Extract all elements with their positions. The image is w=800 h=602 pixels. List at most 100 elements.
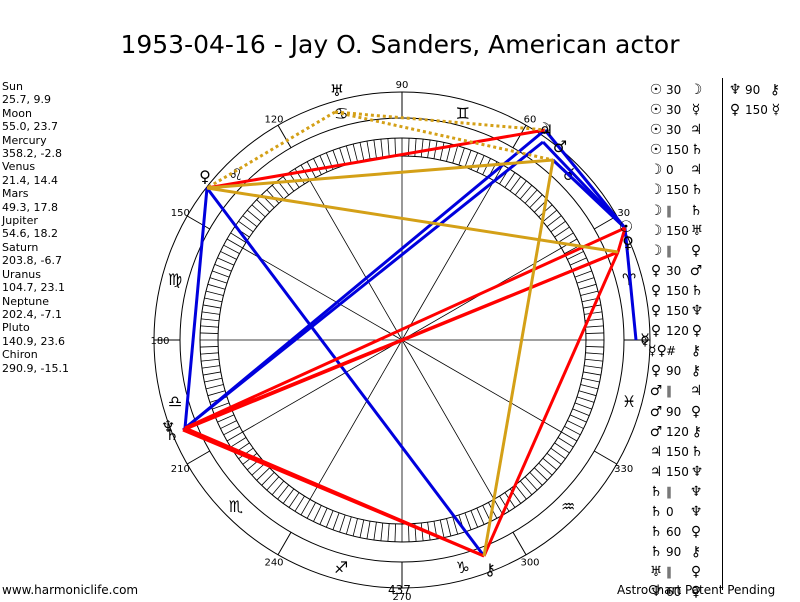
degree-tick: [339, 147, 346, 166]
degree-tick: [366, 521, 371, 540]
aspect-type: 150: [666, 183, 689, 198]
degree-tick: [373, 139, 377, 158]
planet-name: Venus: [2, 160, 36, 174]
degree-tick: [514, 180, 527, 196]
aspect-line: [183, 187, 209, 429]
aspect-planet-2: ♆: [690, 463, 704, 480]
degree-tick: [200, 346, 219, 348]
zodiac-sign-icon: ♍: [168, 270, 182, 289]
zodiac-sign-icon: ♏: [229, 497, 243, 516]
aspect-type: 0: [666, 163, 674, 178]
aspect-planet-1: ♆: [649, 584, 663, 601]
aspect-line: [543, 129, 627, 229]
aspect-planet-1: ☉: [649, 122, 663, 139]
degree-tick: [569, 414, 587, 423]
planet-name: Moon: [2, 106, 32, 120]
aspect-planet-2: ♃: [689, 383, 703, 400]
aspect-planet-1: ☽: [649, 222, 663, 239]
degree-tick: [439, 519, 445, 538]
degree-tick: [366, 140, 371, 159]
degree-label: 210: [171, 464, 190, 475]
aspect-line: [184, 226, 626, 430]
aspect-row: ☿♀# ⚷: [648, 341, 705, 361]
aspect-line-minor: [206, 110, 336, 190]
degree-label: 180: [150, 336, 169, 347]
aspect-planet-2: ⚷: [769, 82, 781, 98]
footer-website[interactable]: www.harmoniclife.com: [2, 583, 139, 597]
planet-value: 202.4, -7.1: [2, 307, 62, 321]
aspect-type: 150: [666, 223, 689, 238]
degree-tick: [300, 499, 311, 516]
neptune-icon: ♆: [161, 417, 175, 436]
degree-tick: [452, 145, 459, 164]
degree-tick: [352, 143, 358, 162]
degree-tick: [294, 495, 305, 512]
degree-tick: [387, 523, 390, 542]
degree-label: 90: [396, 80, 409, 91]
aspect-planet-2: ♄: [690, 142, 704, 159]
aspect-line: [205, 187, 486, 557]
aspect-planet-1: ☉: [649, 102, 663, 119]
aspect-type: 120: [666, 424, 689, 439]
aspect-type: 30: [666, 103, 682, 118]
degree-tick: [212, 402, 230, 410]
aspect-planet-2: ♅: [690, 222, 704, 239]
sign-divider: [277, 124, 292, 148]
aspect-type: 30: [666, 263, 682, 278]
degree-tick: [220, 420, 237, 429]
degree-tick: [514, 484, 527, 500]
degree-tick: [251, 204, 266, 218]
aspect-row: ☽ ∥ ♀: [648, 241, 705, 261]
aspect-line: [206, 158, 554, 190]
aspect-planet-1: ♀: [729, 102, 741, 119]
aspect-row: ☽ 0 ♃: [648, 160, 705, 180]
aspect-row: ☉ 30 ☿: [648, 100, 705, 120]
aspect-type: 90: [666, 545, 682, 560]
planet-name: Neptune: [2, 294, 50, 308]
aspect-row: ♅ ∥ ♀: [648, 562, 705, 582]
aspect-planet-2: ⚷: [690, 343, 702, 360]
aspect-line: [482, 251, 620, 557]
planet-value: 21.4, 14.4: [2, 173, 58, 187]
degree-tick: [373, 522, 377, 541]
aspect-planet-1: ♃: [649, 443, 663, 460]
planet-name: Mercury: [2, 133, 47, 147]
aspect-row: ♂ 90 ♀: [648, 402, 705, 422]
degree-tick: [554, 442, 570, 454]
degree-tick: [580, 384, 599, 390]
aspect-planet-2: ⚷: [690, 544, 702, 561]
degree-tick: [266, 189, 280, 204]
degree-tick: [476, 507, 485, 525]
degree-tick: [313, 505, 322, 522]
planet-name: Sun: [2, 80, 23, 93]
sun-icon: ☉: [619, 217, 633, 236]
aspect-row: ♀ 150 ☿: [727, 100, 784, 120]
degree-tick: [266, 476, 280, 491]
aspect-row: ♂ ∥ ♃: [648, 381, 705, 401]
degree-tick: [584, 358, 603, 362]
aspect-column-divider: [722, 78, 723, 590]
degree-tick: [561, 431, 578, 442]
aspect-type: 90: [745, 83, 761, 97]
aspect-row: ♃ 150 ♆: [648, 462, 705, 482]
degree-tick: [204, 377, 223, 383]
degree-tick: [458, 147, 465, 166]
aspect-row: ☉ 30 ♃: [648, 120, 705, 140]
planet-value: 104.7, 23.1: [2, 281, 65, 295]
degree-tick: [261, 472, 275, 486]
aspect-row: ☉ 30 ☽: [648, 80, 705, 100]
degree-tick: [339, 514, 346, 533]
degree-tick: [557, 437, 574, 448]
aspect-planet-1: ♂: [649, 423, 663, 440]
aspect-planet-1: ☉: [649, 82, 663, 98]
degree-tick: [282, 176, 295, 192]
aspect-type: #: [666, 344, 677, 359]
degree-tick: [580, 290, 599, 296]
planet-value: 49.3, 17.8: [2, 200, 58, 214]
degree-tick: [584, 311, 603, 315]
aspect-line: [616, 227, 627, 253]
degree-tick: [200, 325, 219, 328]
aspect-planet-1: ♀: [650, 262, 662, 279]
degree-tick: [352, 518, 358, 537]
house-spoke: [242, 247, 403, 341]
